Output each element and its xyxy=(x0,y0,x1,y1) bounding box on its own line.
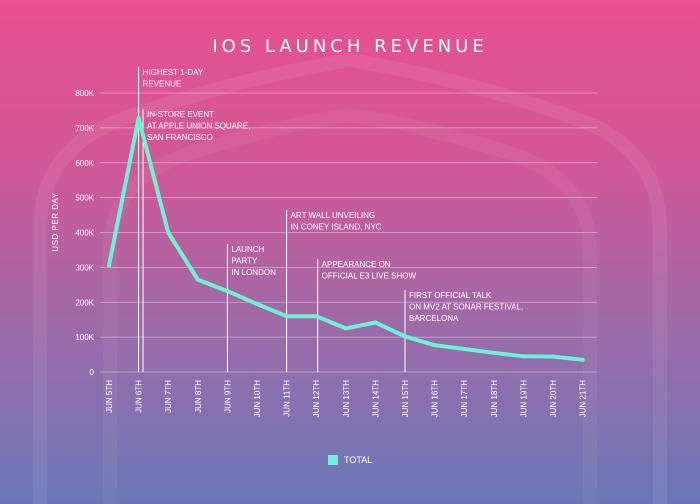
annotation-text: IN-STORE EVENT xyxy=(147,110,214,119)
grid-lines xyxy=(100,92,597,373)
annotations: HIGHEST 1-DAY REVENUE IN-STORE EVENT AT APP… xyxy=(138,67,523,372)
annotation-text: PARTY xyxy=(231,257,258,266)
data-point xyxy=(195,277,200,282)
legend-swatch-total xyxy=(328,455,338,465)
y-axis-label: USD PER DAY xyxy=(51,192,60,251)
x-tick-label: JUN 21TH xyxy=(579,380,588,418)
x-tick-label: JUN 5TH xyxy=(105,380,114,413)
annotation-text: REVENUE xyxy=(143,80,182,89)
y-tick-label: 300K xyxy=(75,263,94,272)
x-tick-label: JUN 8TH xyxy=(194,380,203,413)
chart-title: IOS LAUNCH REVENUE xyxy=(212,36,487,57)
y-tick-label: 600K xyxy=(75,159,94,168)
data-point xyxy=(166,230,171,235)
data-point xyxy=(403,334,407,339)
x-tick-label: JUN 6TH xyxy=(135,380,144,413)
annotation-text: FIRST OFFICIAL TALK xyxy=(409,291,492,300)
data-point xyxy=(284,314,289,319)
x-axis-ticks: JUN 5TH JUN 6TH JUN 7TH JUN 8TH JUN 9TH JUN 1… xyxy=(105,380,588,418)
data-point xyxy=(551,354,555,359)
x-tick-label: JUN 12TH xyxy=(312,380,321,418)
y-tick-label: 100K xyxy=(75,333,94,342)
data-point xyxy=(521,354,526,359)
annotation-text: BARCELONA xyxy=(409,314,459,323)
data-point xyxy=(107,263,111,268)
data-point xyxy=(373,320,378,325)
annotation-text: HIGHEST 1-DAY xyxy=(143,68,204,77)
annotation-text: ON MV2 AT SONAR FESTIVAL, xyxy=(409,303,523,312)
legend: TOTAL xyxy=(328,455,372,465)
x-tick-label: JUN 11TH xyxy=(283,380,292,417)
annotation-text: OFFICIAL E3 LIVE SHOW xyxy=(322,272,417,281)
data-point xyxy=(462,346,467,351)
data-point xyxy=(225,289,230,294)
x-tick-label: JUN 13TH xyxy=(342,380,351,418)
data-point xyxy=(432,343,437,348)
annotation-text: LAUNCH xyxy=(231,245,264,254)
x-tick-label: JUN 15TH xyxy=(401,380,410,418)
data-point xyxy=(255,301,259,306)
annotation-text: ART WALL UNVEILING xyxy=(291,211,375,220)
annotation-text: IN CONEY ISLAND, NYC xyxy=(291,223,382,232)
series-layer xyxy=(107,116,585,362)
data-point xyxy=(491,350,496,355)
data-point xyxy=(314,314,319,319)
y-tick-label: 800K xyxy=(75,89,94,98)
x-tick-label: JUN 9TH xyxy=(223,380,232,413)
x-tick-label: JUN 19TH xyxy=(519,380,528,418)
data-point xyxy=(136,116,141,121)
y-tick-label: 400K xyxy=(75,229,94,238)
y-tick-label: 500K xyxy=(75,194,94,203)
x-tick-label: JUN 18TH xyxy=(490,380,499,418)
x-tick-label: JUN 7TH xyxy=(164,380,173,413)
y-tick-label: 0 xyxy=(90,368,95,377)
annotation-text: IN LONDON xyxy=(231,268,276,277)
annotation-text: APPEARANCE ON xyxy=(322,260,391,269)
x-tick-label: JUN 20TH xyxy=(549,380,558,418)
y-axis-ticks: 0 100K 200K 300K 400K 500K 600K 700K 800K xyxy=(75,89,94,377)
x-tick-label: JUN 10TH xyxy=(253,380,262,418)
x-tick-label: JUN 14TH xyxy=(371,380,380,418)
y-tick-label: 200K xyxy=(75,298,94,307)
y-tick-label: 700K xyxy=(75,124,94,133)
data-point xyxy=(580,357,585,362)
annotation-text: AT APPLE UNION SQUARE, xyxy=(147,122,250,131)
x-tick-label: JUN 17TH xyxy=(460,380,469,418)
annotation-text: SAN FRANCISCO xyxy=(147,133,213,142)
data-point xyxy=(343,326,348,331)
x-tick-label: JUN 16TH xyxy=(431,380,440,418)
background-arch-decoration xyxy=(33,52,667,504)
legend-label-total: TOTAL xyxy=(344,455,372,465)
